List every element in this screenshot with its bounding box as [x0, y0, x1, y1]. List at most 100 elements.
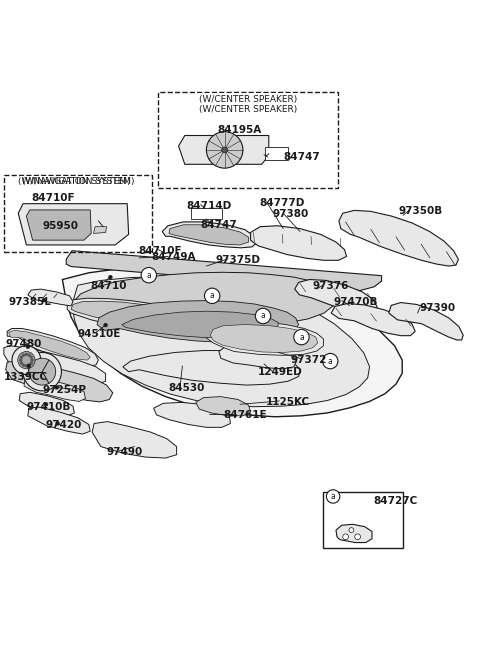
Polygon shape — [67, 298, 190, 332]
Circle shape — [104, 323, 108, 327]
Circle shape — [28, 354, 31, 356]
Text: 84710: 84710 — [90, 281, 127, 291]
Circle shape — [294, 329, 309, 345]
Polygon shape — [336, 524, 372, 542]
Text: 84714D: 84714D — [186, 200, 231, 210]
Circle shape — [323, 354, 338, 369]
Polygon shape — [28, 407, 90, 434]
Circle shape — [22, 364, 25, 367]
Circle shape — [204, 288, 220, 303]
Circle shape — [44, 402, 48, 406]
Polygon shape — [154, 402, 230, 427]
Polygon shape — [4, 346, 106, 384]
Polygon shape — [94, 227, 107, 233]
Text: 84761E: 84761E — [224, 410, 267, 420]
Polygon shape — [251, 226, 347, 260]
Polygon shape — [71, 301, 180, 326]
Text: 97376: 97376 — [313, 281, 349, 291]
Polygon shape — [210, 325, 318, 352]
Circle shape — [22, 354, 25, 356]
Polygon shape — [19, 392, 74, 416]
Text: 84747: 84747 — [283, 152, 320, 162]
Text: 1339CC: 1339CC — [4, 373, 48, 383]
Circle shape — [30, 356, 33, 359]
Polygon shape — [204, 321, 324, 356]
Polygon shape — [123, 350, 300, 385]
Circle shape — [23, 352, 61, 391]
Text: 97350B: 97350B — [398, 206, 443, 216]
Polygon shape — [122, 311, 278, 338]
Polygon shape — [18, 204, 129, 245]
Circle shape — [20, 362, 23, 364]
Text: 1125KC: 1125KC — [265, 397, 310, 407]
Polygon shape — [219, 344, 297, 369]
Text: a: a — [331, 492, 336, 501]
Text: a: a — [210, 291, 215, 301]
Polygon shape — [339, 210, 458, 266]
Circle shape — [19, 359, 22, 362]
Text: 1249ED: 1249ED — [258, 367, 303, 377]
Bar — [323, 492, 403, 548]
Circle shape — [12, 346, 41, 375]
Polygon shape — [265, 147, 288, 160]
Text: 97380: 97380 — [273, 209, 309, 219]
Circle shape — [343, 534, 348, 540]
Text: (W/CENTER SPEAKER): (W/CENTER SPEAKER) — [199, 95, 298, 103]
Circle shape — [27, 364, 31, 368]
Circle shape — [349, 528, 354, 533]
Polygon shape — [331, 303, 415, 335]
Text: a: a — [146, 271, 151, 280]
Circle shape — [29, 358, 56, 385]
Polygon shape — [6, 361, 113, 402]
Bar — [4, 175, 152, 252]
Polygon shape — [191, 208, 222, 219]
Text: 97375D: 97375D — [215, 255, 260, 265]
Polygon shape — [9, 330, 90, 360]
Polygon shape — [62, 266, 402, 417]
Text: 84710F: 84710F — [138, 246, 182, 255]
Circle shape — [56, 422, 60, 425]
Circle shape — [326, 490, 340, 503]
Text: 84195A: 84195A — [218, 124, 262, 135]
Polygon shape — [7, 328, 98, 366]
Bar — [158, 92, 338, 188]
Text: 94510E: 94510E — [78, 329, 121, 339]
Circle shape — [222, 147, 228, 153]
Text: 97410B: 97410B — [26, 402, 71, 412]
Text: 97490: 97490 — [107, 447, 143, 457]
Circle shape — [42, 298, 46, 302]
Polygon shape — [162, 222, 257, 248]
Text: (W/CENTER SPEAKER): (W/CENTER SPEAKER) — [199, 105, 297, 114]
Polygon shape — [72, 276, 370, 407]
Polygon shape — [26, 210, 91, 240]
Circle shape — [55, 386, 59, 390]
Text: a: a — [328, 356, 333, 365]
Circle shape — [28, 364, 31, 367]
Text: 97470B: 97470B — [333, 297, 378, 307]
Text: a: a — [299, 333, 304, 342]
Text: 97480: 97480 — [6, 339, 42, 349]
Text: 84727C: 84727C — [373, 496, 418, 506]
Text: 95950: 95950 — [42, 221, 78, 231]
Polygon shape — [196, 397, 251, 416]
Polygon shape — [389, 303, 463, 340]
Polygon shape — [24, 377, 85, 402]
Circle shape — [31, 359, 34, 362]
Text: 97385L: 97385L — [9, 297, 51, 307]
Text: 97372: 97372 — [291, 354, 327, 365]
Circle shape — [108, 275, 112, 279]
Text: 97254P: 97254P — [42, 385, 86, 395]
Polygon shape — [179, 136, 269, 164]
Text: 97390: 97390 — [420, 303, 456, 313]
Text: 84710F: 84710F — [31, 193, 75, 204]
Circle shape — [26, 345, 30, 348]
Text: 84749A: 84749A — [151, 252, 196, 263]
Text: 97420: 97420 — [46, 421, 82, 430]
Polygon shape — [66, 251, 382, 291]
Circle shape — [25, 364, 28, 367]
Circle shape — [25, 353, 28, 356]
Text: 84530: 84530 — [168, 383, 204, 394]
Circle shape — [206, 132, 243, 168]
Polygon shape — [28, 289, 73, 306]
Circle shape — [255, 309, 271, 324]
